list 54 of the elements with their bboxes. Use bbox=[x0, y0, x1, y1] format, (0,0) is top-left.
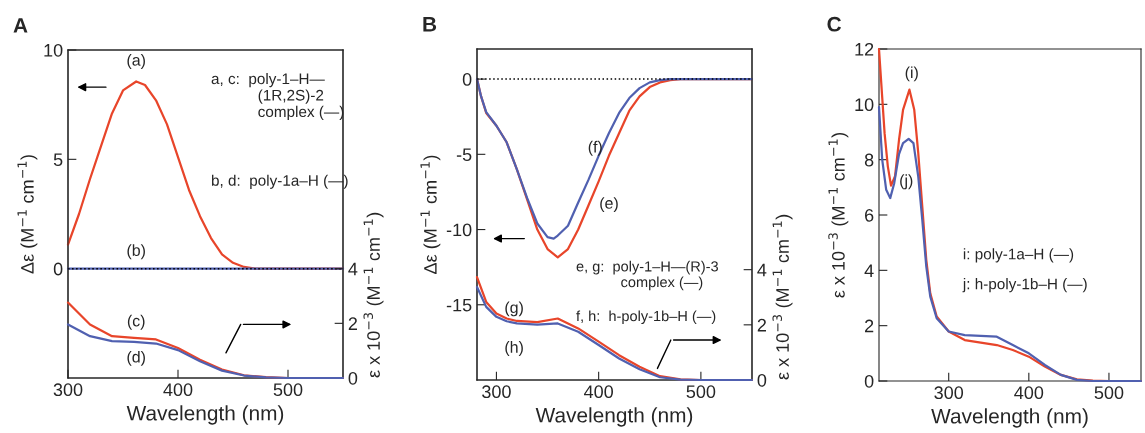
y2-tick-label: 2 bbox=[757, 318, 766, 332]
y-tick-label: 10 bbox=[44, 43, 63, 57]
annotation: (g) bbox=[505, 301, 523, 317]
annotation: (h) bbox=[505, 341, 523, 356]
x-tick-label: 400 bbox=[163, 383, 193, 397]
annotation: (b) bbox=[127, 244, 145, 260]
y-tick-label: -15 bbox=[446, 298, 472, 312]
y-tick-label: -5 bbox=[456, 148, 472, 162]
x-axis-title: Wavelength (nm) bbox=[931, 408, 1088, 428]
x-axis-title: Wavelength (nm) bbox=[126, 405, 284, 425]
x-tick-label: 500 bbox=[1094, 386, 1124, 400]
y-tick-label: 10 bbox=[855, 98, 874, 112]
y2-axis-title: ε x 10$^{−3}$ (M$^{−1}$ cm$^{−1}$) bbox=[363, 212, 384, 378]
y2-tick-label: 0 bbox=[757, 373, 767, 387]
y-tick-label: 12 bbox=[855, 42, 874, 56]
annotation: (e) bbox=[600, 197, 618, 213]
x-tick-label: 500 bbox=[686, 385, 716, 399]
x-tick-label: 300 bbox=[53, 383, 83, 397]
chart-title: C bbox=[827, 16, 842, 32]
y-tick-label: 0 bbox=[462, 73, 472, 86]
y-tick-label: 0 bbox=[864, 374, 874, 388]
x-tick-label: 500 bbox=[273, 383, 303, 397]
annotation: e, g: poly-1–H—(R)-3 complex (—) bbox=[576, 260, 718, 291]
y2-tick-label: 4 bbox=[348, 262, 358, 276]
y-tick-label: 2 bbox=[865, 319, 874, 333]
y-tick-label: 5 bbox=[53, 153, 63, 167]
annotation: (i) bbox=[905, 66, 918, 82]
x-tick-label: 400 bbox=[584, 385, 614, 399]
x-tick-label: 400 bbox=[1014, 386, 1044, 400]
y2-tick-label: 0 bbox=[348, 371, 358, 385]
y-axis-title: ε x 10$^{−3}$ (M$^{−1}$ cm$^{−1}$) bbox=[828, 133, 849, 298]
x-tick-label: 300 bbox=[934, 386, 964, 400]
y-axis-title: Δε (M$^{−1}$ cm$^{−1}$) bbox=[420, 155, 441, 274]
y-tick-label: -10 bbox=[446, 223, 472, 237]
annotation: (c) bbox=[127, 314, 145, 330]
y-tick-label: 8 bbox=[864, 153, 874, 167]
annotation: (d) bbox=[127, 350, 145, 366]
annotation: f, h: h-poly-1b–H (—) bbox=[576, 310, 716, 325]
y-tick-label: 4 bbox=[864, 264, 874, 277]
y-tick-label: 6 bbox=[865, 208, 874, 222]
y2-tick-label: 4 bbox=[757, 263, 767, 277]
annotation: j: h-poly-1b–H (—) bbox=[962, 278, 1087, 293]
annotation: (f) bbox=[588, 140, 602, 156]
annotation: i: poly-1a–H (—) bbox=[963, 248, 1074, 263]
y2-axis-title: ε x 10$^{−3}$ (M$^{−1}$ cm$^{−1}$) bbox=[772, 214, 793, 380]
y2-tick-label: 2 bbox=[348, 317, 357, 330]
x-tick-label: 300 bbox=[482, 385, 511, 399]
annotation: (a) bbox=[127, 54, 145, 69]
annotation: (j) bbox=[900, 174, 913, 190]
y-axis-title: Δε (M$^{−1}$ cm$^{−1}$) bbox=[17, 155, 38, 274]
chart-title: A bbox=[13, 18, 28, 33]
x-axis-title: Wavelength (nm) bbox=[535, 407, 693, 427]
y-tick-label: 0 bbox=[53, 262, 63, 276]
chart-title: B bbox=[423, 17, 437, 32]
